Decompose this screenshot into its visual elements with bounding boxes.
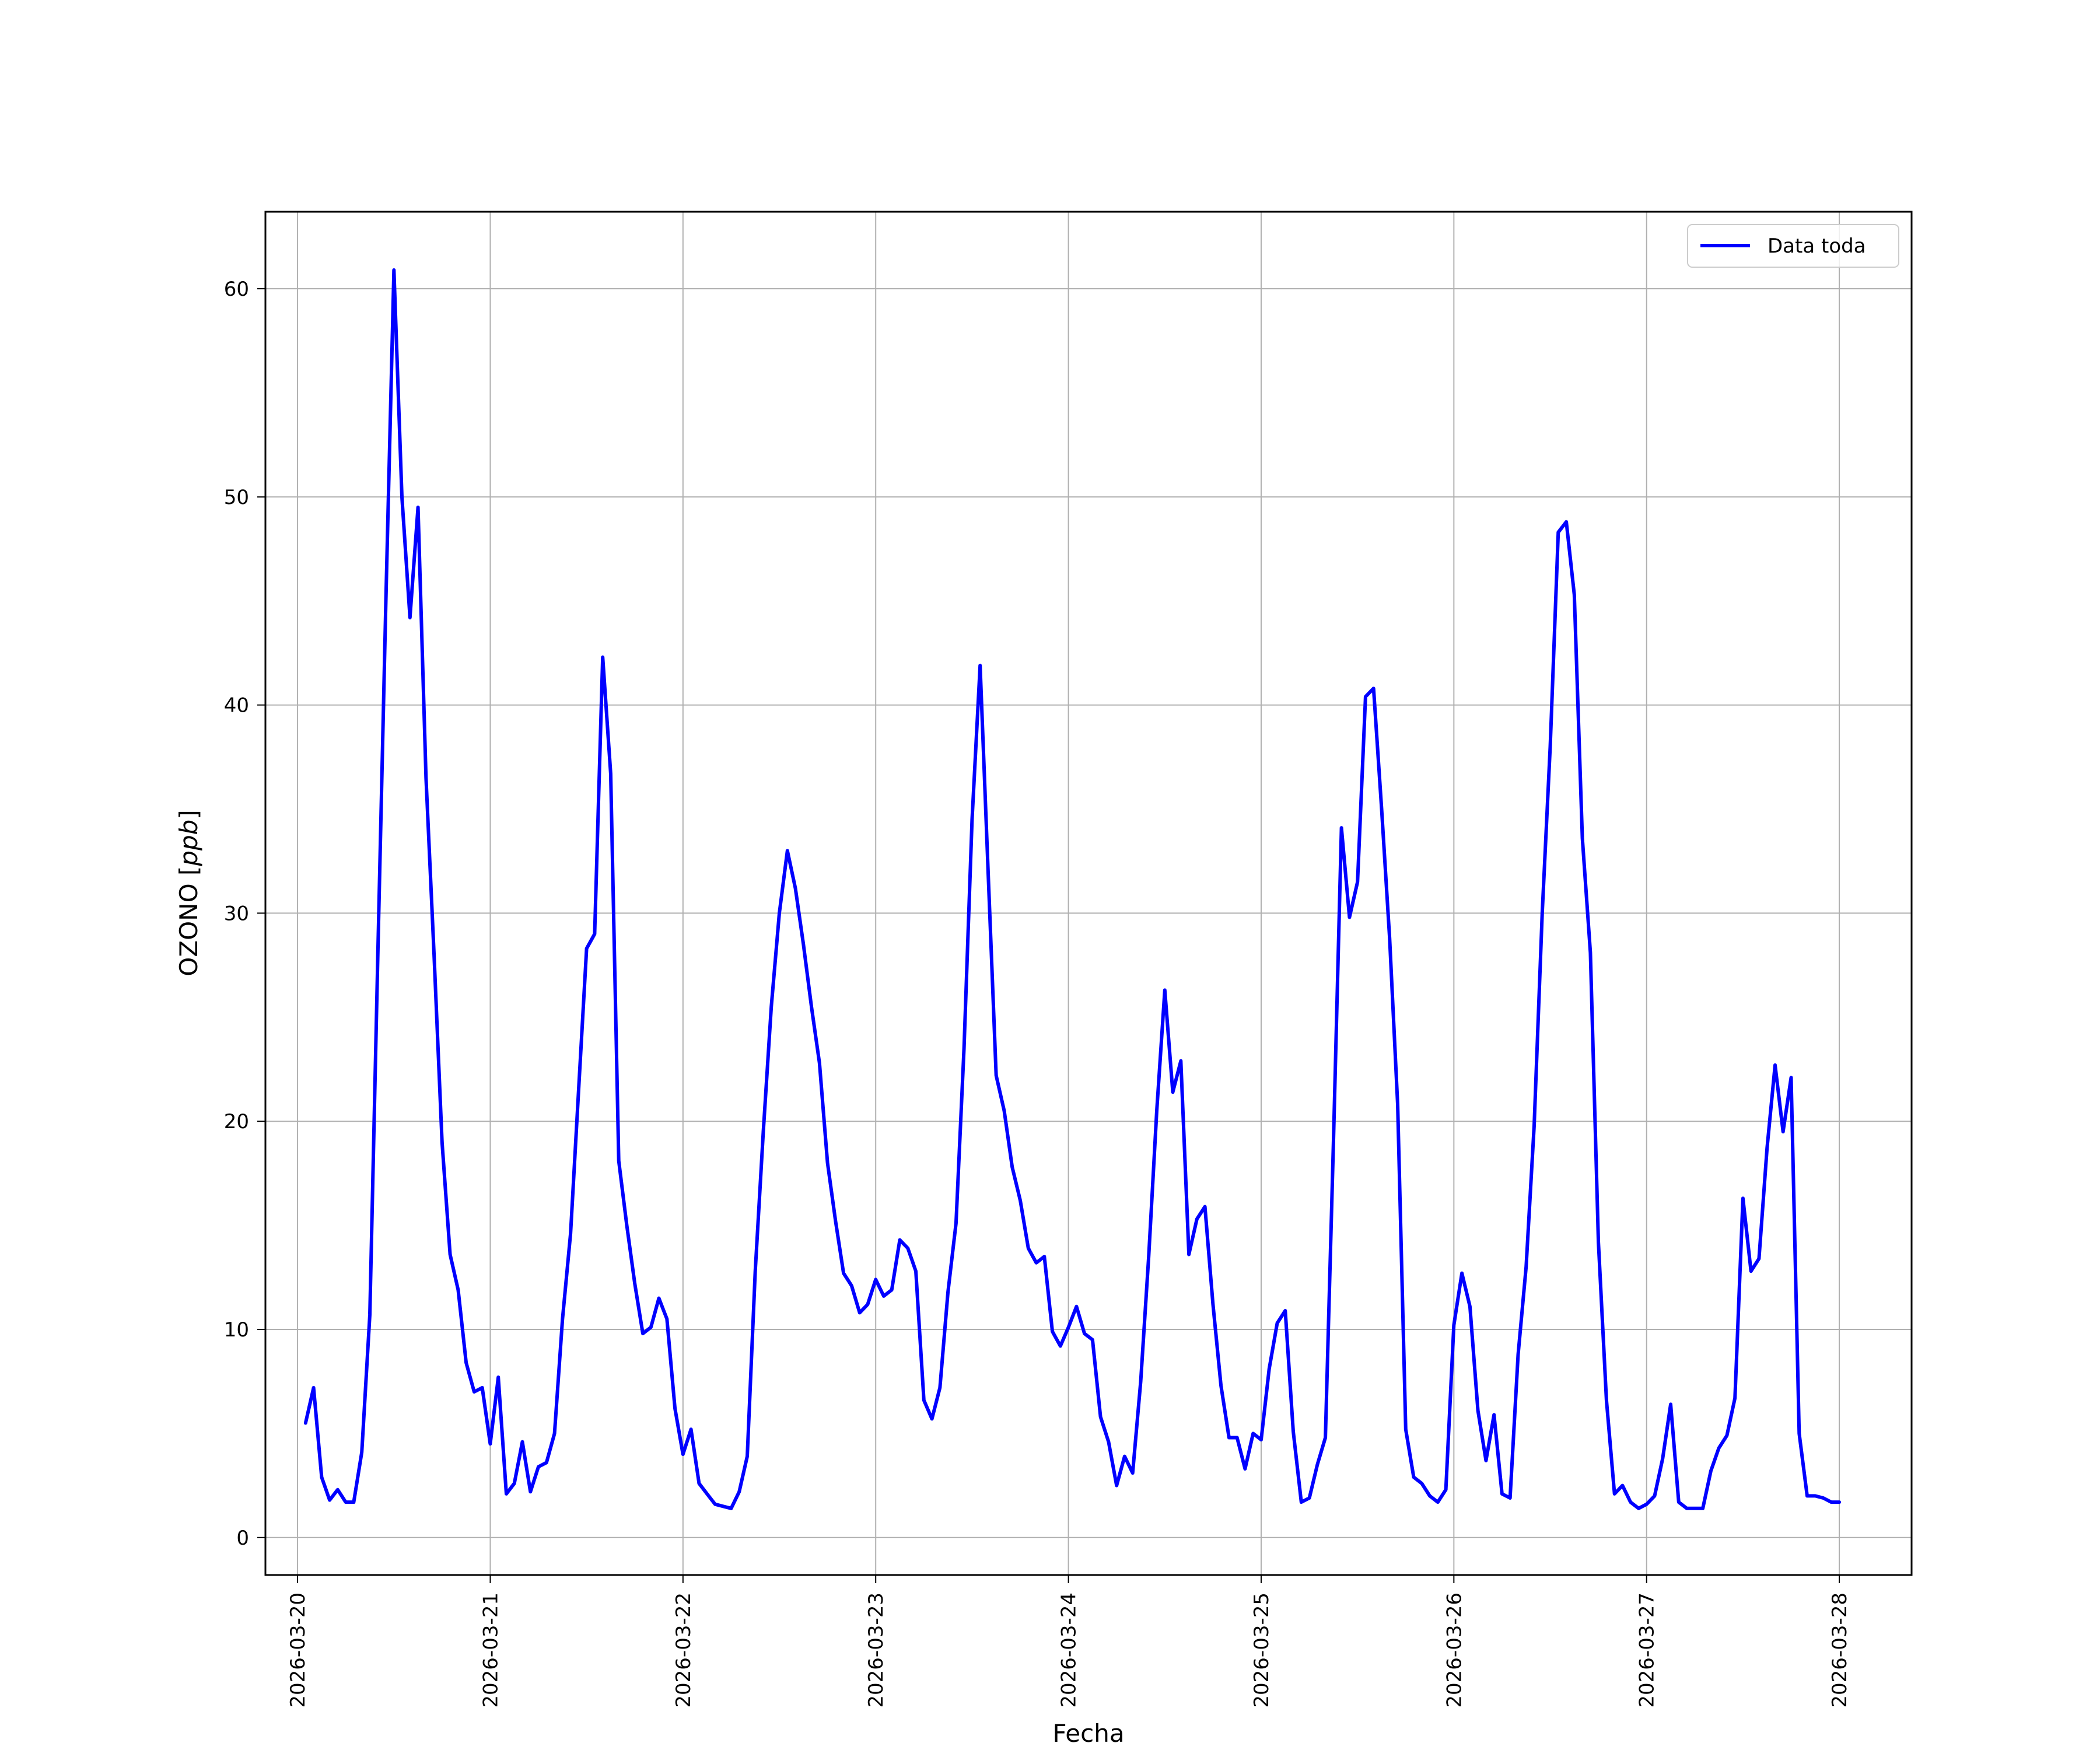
y-tick-label: 50 <box>224 486 249 509</box>
x-tick-label: 2026-03-21 <box>479 1592 502 1708</box>
x-axis-title: Fecha <box>1052 1719 1124 1748</box>
x-axis-ticks: 2026-03-20 2026-03-21 2026-03-22 2026-03-23… <box>286 1575 1852 1708</box>
series-layer <box>303 268 1842 1510</box>
plot-area-frame <box>264 211 1913 1576</box>
grid <box>265 212 1912 1575</box>
y-axis-ticks: 0 10 20 30 40 50 60 <box>224 278 265 1550</box>
y-tick-label: 20 <box>224 1110 249 1133</box>
y-axis-title: OZONO [ppb] <box>174 810 203 976</box>
x-tick-label: 2026-03-26 <box>1443 1592 1466 1708</box>
y-tick-label: 0 <box>236 1527 249 1550</box>
x-tick-label: 2026-03-25 <box>1250 1592 1273 1708</box>
legend-box <box>1687 224 1899 268</box>
x-tick-label: 2026-03-27 <box>1636 1592 1659 1708</box>
y-tick-label: 30 <box>224 902 249 925</box>
x-tick-label: 2026-03-28 <box>1828 1592 1852 1708</box>
legend: Data toda <box>1687 224 1899 268</box>
x-tick-label: 2026-03-20 <box>286 1592 310 1708</box>
y-tick-label: 40 <box>224 694 249 718</box>
x-tick-label: 2026-03-22 <box>672 1592 695 1708</box>
legend-label-data-toda: Data toda <box>1768 235 1866 258</box>
y-tick-label: 10 <box>224 1318 249 1342</box>
y-tick-label: 60 <box>224 278 249 301</box>
x-tick-label: 2026-03-23 <box>864 1592 888 1708</box>
x-tick-label: 2026-03-24 <box>1058 1592 1081 1708</box>
series-line-data-toda <box>303 268 1842 1510</box>
